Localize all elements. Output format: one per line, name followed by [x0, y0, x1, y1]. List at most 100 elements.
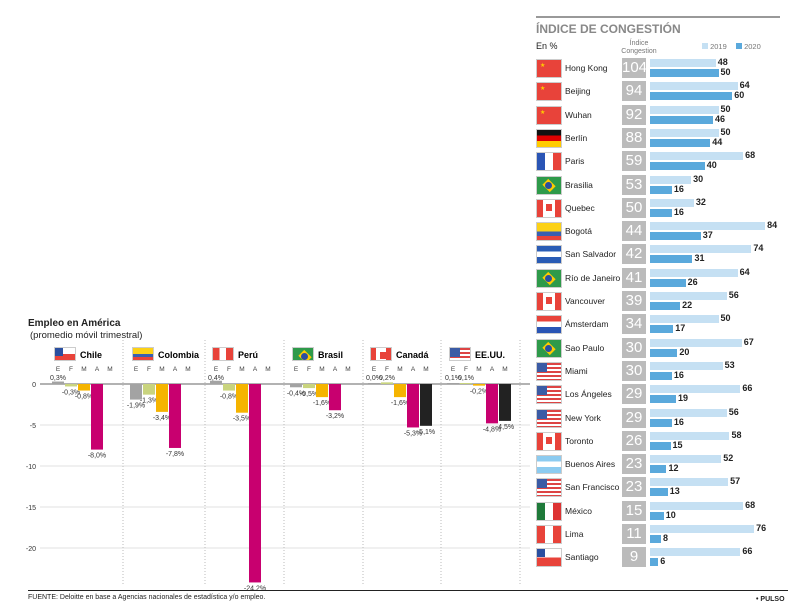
- city-row: Bogotá 44 84 37: [536, 220, 786, 242]
- value-2020: 15: [672, 439, 683, 450]
- city-row: Quebec 50 32 16: [536, 197, 786, 219]
- bar-2019: [650, 268, 738, 277]
- congestion-index: 29: [622, 407, 646, 428]
- y-tick-label: -10: [26, 464, 36, 471]
- month-label: F: [464, 366, 468, 373]
- city-row: Ámsterdam 34 50 17: [536, 313, 786, 335]
- congestion-index: 26: [622, 430, 646, 451]
- month-label: E: [134, 366, 139, 373]
- bar: [368, 383, 380, 384]
- flag-icon: [54, 347, 76, 361]
- city-name: Toronto: [565, 435, 594, 446]
- country-name: Brasil: [318, 350, 343, 360]
- month-label: M: [185, 366, 190, 373]
- bar-2019: [650, 525, 755, 533]
- value-2020: 19: [678, 393, 689, 404]
- flag-icon: [536, 175, 562, 195]
- flag-icon: [536, 361, 562, 381]
- value-2019: 58: [731, 429, 742, 440]
- month-label: F: [227, 366, 231, 373]
- bar-2019: [650, 361, 723, 370]
- legend-2020: 2020: [736, 42, 761, 51]
- value-2020: 10: [665, 509, 676, 520]
- city-name: San Francisco: [565, 482, 620, 493]
- city-row: Vancouver 39 56 22: [536, 290, 786, 312]
- bar-2020: [650, 371, 672, 380]
- data-label: -1,6%: [391, 400, 409, 407]
- city-row: Buenos Aires 23 52 12: [536, 453, 786, 475]
- congestion-panel: ÍNDICE DE CONGESTIÓN En % Índice Congest…: [530, 0, 792, 616]
- data-label: -5,1%: [417, 429, 435, 436]
- congestion-index: 104: [622, 58, 648, 78]
- bar-2020: [650, 465, 667, 474]
- month-label: A: [253, 366, 258, 373]
- index-header: Índice Congestion: [621, 40, 657, 55]
- flag-icon: [536, 501, 562, 521]
- city-row: Sao Paulo 30 67 20: [536, 337, 786, 359]
- month-label: M: [345, 366, 350, 373]
- value-2020: 8: [662, 533, 668, 543]
- data-label: -0,3%: [62, 389, 80, 396]
- city-name: Río de Janeiro: [565, 272, 621, 283]
- data-label: -5,3%: [404, 430, 422, 437]
- bar: [143, 384, 155, 395]
- bar-2019: [650, 408, 727, 417]
- data-label: -1,3%: [140, 398, 158, 405]
- legend-2019: 2019: [702, 42, 727, 51]
- month-label: M: [107, 366, 112, 373]
- bar-2019: [650, 222, 766, 231]
- value-2019: 53: [724, 359, 735, 370]
- bar-2019: [650, 431, 730, 440]
- bar: [52, 381, 64, 384]
- city-row: Toronto 26 58 15: [536, 430, 786, 452]
- value-2019: 68: [745, 150, 756, 161]
- bar: [394, 384, 406, 398]
- congestion-index: 30: [622, 360, 646, 381]
- bar-2019: [650, 198, 694, 207]
- value-2019: 50: [720, 103, 731, 114]
- city-row: Paris 59 68 40: [536, 150, 786, 172]
- bar-2019: [650, 175, 692, 184]
- bar: [290, 384, 302, 388]
- congestion-index: 23: [622, 477, 646, 498]
- month-label: M: [239, 366, 244, 373]
- country-name: EE.UU.: [475, 350, 505, 360]
- data-label: -0,8%: [220, 394, 238, 401]
- bar-2020: [650, 208, 672, 217]
- value-2020: 16: [673, 183, 684, 194]
- congestion-index: 44: [622, 221, 646, 242]
- value-2019: 30: [693, 173, 704, 184]
- city-name: Santiago: [565, 552, 599, 563]
- value-2019: 50: [720, 126, 731, 137]
- city-row: México 15 68 10: [536, 500, 786, 522]
- bar: [329, 384, 341, 411]
- city-row: ★ Hong Kong 104 48 50: [536, 57, 786, 79]
- data-label: -0,2%: [470, 389, 488, 396]
- flag-icon: [536, 292, 562, 311]
- value-2020: 6: [660, 556, 666, 567]
- value-2019: 64: [739, 266, 750, 277]
- flag-icon: [536, 525, 562, 544]
- month-label: M: [81, 366, 86, 373]
- bar-2020: [650, 92, 733, 101]
- bar-2020: [650, 325, 674, 334]
- bar-2020: [650, 232, 701, 241]
- divider: [28, 590, 788, 591]
- value-2020: 40: [706, 160, 717, 171]
- country-name: Chile: [80, 350, 102, 360]
- data-label: 0,0%: [366, 375, 382, 382]
- data-label: 0,3%: [50, 375, 66, 382]
- bar-2020: [650, 185, 672, 194]
- congestion-index: 9: [622, 547, 646, 568]
- city-row: ★ Beijing 94 64 60: [536, 80, 786, 102]
- bar-2019: [650, 82, 738, 91]
- bar: [473, 384, 485, 386]
- congestion-index: 23: [622, 454, 646, 475]
- value-2019: 66: [742, 546, 753, 557]
- city-name: Brasilia: [565, 179, 593, 190]
- city-name: Quebec: [565, 202, 595, 213]
- bar-2020: [650, 348, 678, 357]
- data-label: -3,2%: [326, 413, 344, 420]
- city-name: Ámsterdam: [565, 319, 609, 330]
- value-2020: 13: [669, 486, 680, 497]
